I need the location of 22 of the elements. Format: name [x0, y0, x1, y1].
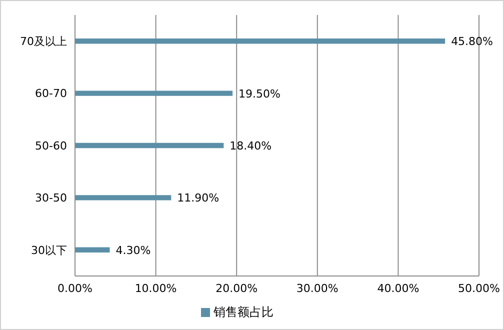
y-tick-label: 30-50: [35, 192, 67, 205]
bar: [75, 247, 110, 253]
y-tick-label: 70及以上: [20, 35, 67, 48]
x-tick-label: 0.00%: [58, 282, 92, 295]
x-tick-label: 20.00%: [216, 282, 258, 295]
data-label: 4.30%: [116, 244, 151, 257]
x-tick-label: 40.00%: [377, 282, 420, 295]
y-tick-label: 50-60: [35, 139, 67, 152]
bar: [75, 38, 446, 44]
y-tick-label: 60-70: [35, 87, 67, 100]
x-tick-label: 50.00%: [458, 282, 500, 295]
bar: [75, 142, 224, 148]
data-label: 19.50%: [238, 87, 281, 100]
bar: [75, 195, 172, 200]
legend-label: 销售额占比: [214, 305, 274, 319]
data-label: 45.80%: [451, 35, 494, 48]
y-tick-label: 30以下: [31, 244, 67, 257]
x-tick-label: 30.00%: [296, 282, 338, 295]
x-tick-label: 10.00%: [134, 282, 177, 295]
data-label: 11.90%: [177, 192, 220, 205]
bar: [75, 90, 233, 96]
data-label: 18.40%: [230, 140, 272, 152]
